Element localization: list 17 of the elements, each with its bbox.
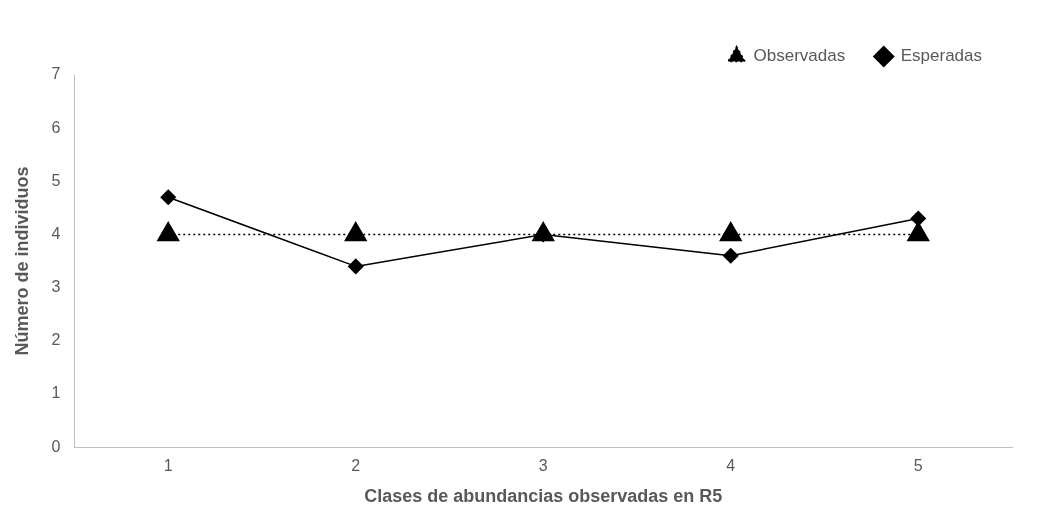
x-tick-label: 5 (913, 457, 923, 475)
y-tick-label: 2 (51, 331, 61, 349)
y-tick-label: 4 (51, 224, 61, 242)
y-tick-label: 3 (51, 278, 61, 296)
y-axis-title: Número de individuos (11, 166, 32, 356)
x-tick-label: 4 (726, 457, 736, 475)
x-tick-label: 2 (351, 457, 361, 475)
legend-label: Observadas (753, 46, 846, 66)
x-tick-label: 3 (538, 457, 548, 475)
legend-label: Esperadas (900, 46, 983, 66)
y-tick-label: 5 (51, 171, 61, 189)
y-tick-label: 7 (51, 65, 61, 83)
x-axis-title: Clases de abundancias observadas en R5 (364, 486, 723, 507)
x-tick-label: 1 (163, 457, 173, 475)
y-tick-label: 6 (51, 118, 61, 136)
y-tick-label: 0 (51, 437, 61, 455)
y-tick-label: 1 (51, 384, 61, 402)
